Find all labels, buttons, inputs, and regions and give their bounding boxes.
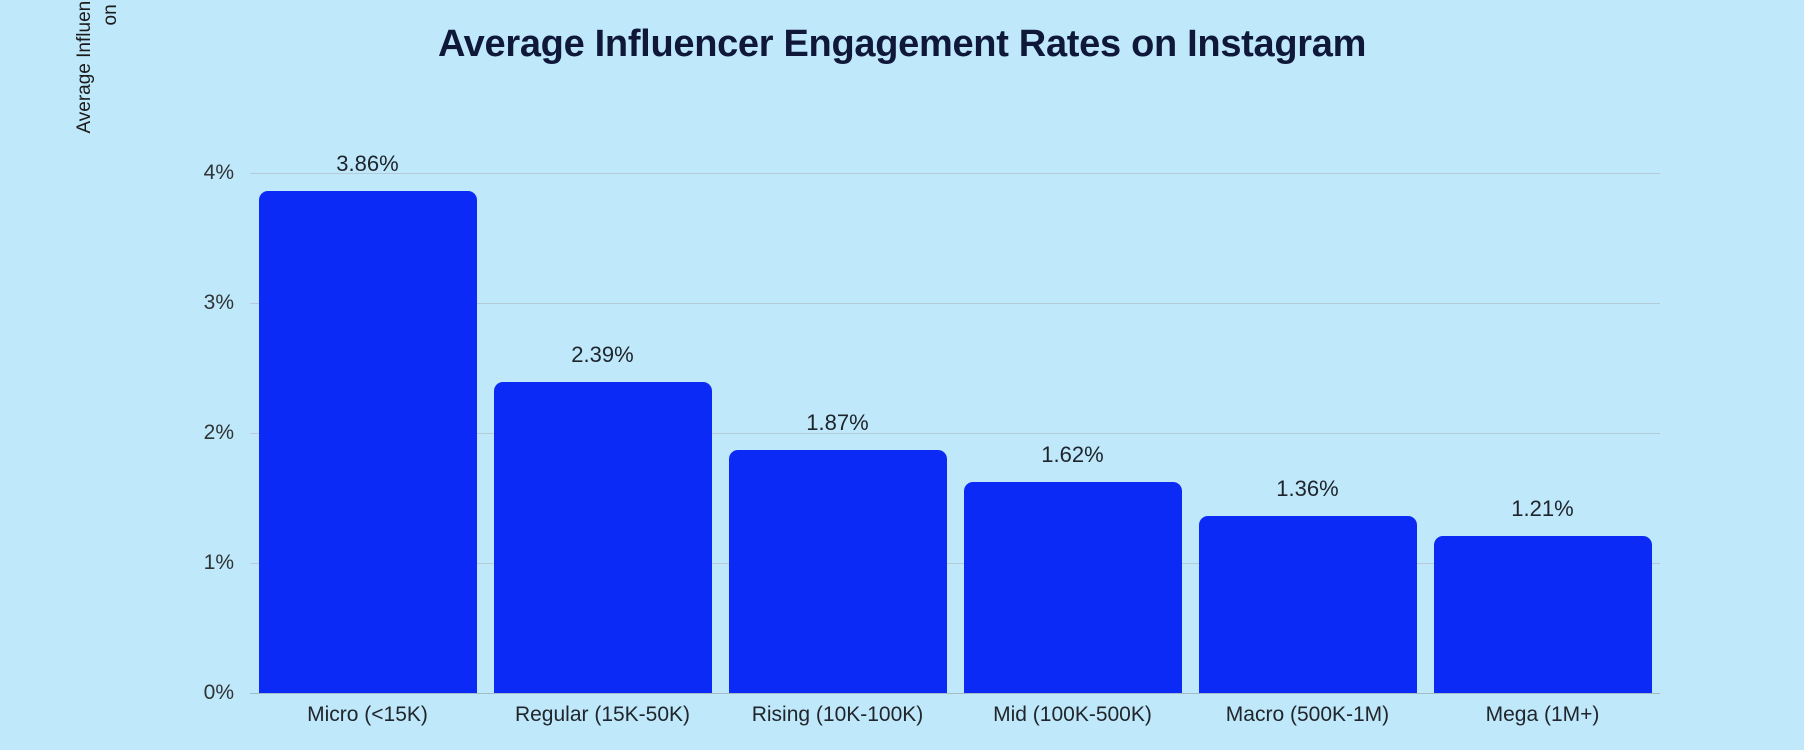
gridline-4% xyxy=(250,173,1660,174)
x-tick-label: Regular (15K-50K) xyxy=(514,703,691,726)
x-tick-label: Micro (<15K) xyxy=(307,703,428,726)
x-axis-tick-labels: Micro (<15K) Regular (15K-50K) Rising (10K… xyxy=(250,703,1660,743)
x-tick-label: Macro (500K-1M) xyxy=(1225,703,1390,726)
y-tick-label: 1% xyxy=(203,551,234,574)
bar[interactable] xyxy=(258,191,477,693)
bar-value-labels: 3.86% 2.39% 1.87% 1.62% 1.36% 1.21% xyxy=(250,0,1660,693)
bar-value-label: 3.86% xyxy=(336,151,399,177)
y-axis-title-line-2: on Instagram xyxy=(98,0,124,25)
y-tick-label: 4% xyxy=(203,161,234,184)
y-axis-title-line-1: Average Influencer Engagement Rates xyxy=(72,0,98,134)
bar[interactable] xyxy=(963,482,1182,693)
x-tick-label: Rising (10K-100K) xyxy=(751,703,924,726)
x-tick-label: Mid (100K-500K) xyxy=(993,703,1152,726)
bar[interactable] xyxy=(728,449,947,693)
y-axis-tick-labels: 0% 1% 2% 3% 4% xyxy=(172,161,234,704)
x-tick-label: Mega (1M+) xyxy=(1485,703,1600,726)
bar[interactable] xyxy=(1433,535,1652,693)
y-axis-title: Average Influencer Engagement Rates on I… xyxy=(74,0,121,180)
y-tick-label: 2% xyxy=(203,421,234,444)
bar-value-label: 2.39% xyxy=(571,342,634,368)
chart-title: Average Influencer Engagement Rates on I… xyxy=(437,23,1367,65)
bar-value-label: 1.62% xyxy=(1041,442,1104,468)
bar-value-label: 1.21% xyxy=(1511,495,1574,521)
y-tick-label: 3% xyxy=(203,291,234,314)
gridline-2% xyxy=(250,433,1660,434)
gridline-1% xyxy=(250,563,1660,564)
y-tick-label: 0% xyxy=(203,681,234,704)
bar-value-label: 1.36% xyxy=(1276,476,1339,502)
plot-area xyxy=(250,173,1660,694)
gridline-0% xyxy=(250,693,1660,694)
bar-value-label: 1.87% xyxy=(806,409,869,435)
bars-layer xyxy=(250,173,1660,693)
gridline-3% xyxy=(250,303,1660,304)
bar[interactable] xyxy=(1198,516,1417,693)
bar[interactable] xyxy=(493,382,712,693)
